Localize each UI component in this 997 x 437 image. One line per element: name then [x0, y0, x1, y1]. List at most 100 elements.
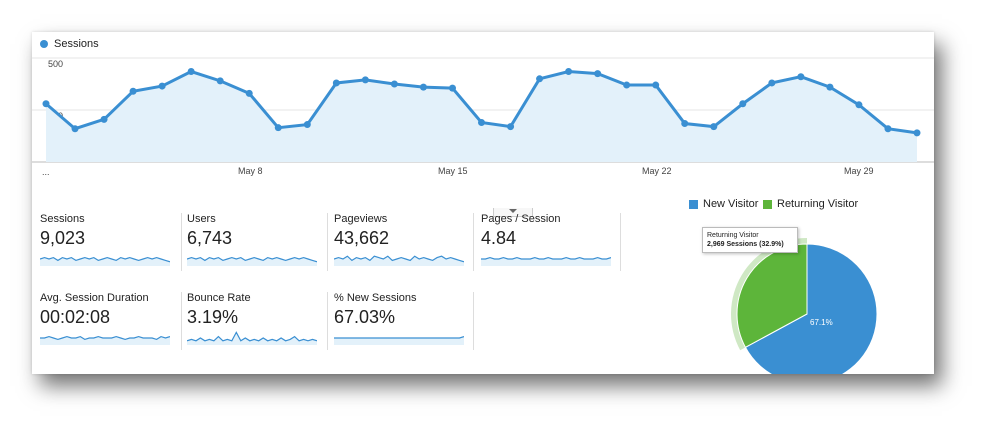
metric-value: 67.03% [334, 307, 396, 327]
bounce-rate-sparkline [186, 331, 318, 345]
sessions-point[interactable] [536, 75, 544, 83]
sessions-point[interactable] [332, 79, 340, 87]
metric-label: Sessions [40, 213, 85, 225]
sparkline-area [40, 336, 170, 345]
pie-legend-new-visitor[interactable]: New Visitor [689, 198, 758, 210]
sessions-point[interactable] [826, 83, 834, 91]
sessions-point[interactable] [913, 129, 921, 137]
metric-value: 00:02:08 [40, 307, 111, 327]
divider [620, 213, 621, 271]
sessions-point[interactable] [216, 77, 224, 85]
new-visitor-swatch [689, 199, 698, 209]
x-tick-may8: May 8 [238, 166, 263, 176]
tooltip-title: Returning Visitor [707, 232, 759, 239]
x-tick-start: ... [42, 167, 50, 177]
metric-label: Pageviews [334, 213, 388, 225]
metric-sessions[interactable]: Sessions 9,023 [39, 213, 180, 271]
metric-value: 6,743 [187, 228, 233, 248]
sessions-point[interactable] [274, 124, 282, 132]
pie-legend-label: New Visitor [703, 198, 759, 210]
visitor-pie-chart[interactable]: 67.1% 32.9% [672, 214, 912, 374]
metric-value: 4.84 [481, 228, 517, 248]
divider [327, 213, 328, 271]
metric-label: Pages / Session [481, 213, 561, 225]
divider [181, 292, 182, 350]
sessions-point[interactable] [390, 80, 398, 88]
metric-new-sessions[interactable]: % New Sessions 67.03% [334, 292, 474, 350]
analytics-card: Sessions 500 250 ... May 8 May 15 May 22… [32, 32, 934, 374]
sessions-point[interactable] [565, 68, 573, 76]
sessions-area [46, 71, 917, 162]
x-tick-may15: May 15 [438, 166, 468, 176]
metric-label: Avg. Session Duration [40, 292, 149, 304]
divider [181, 213, 182, 271]
chart-legend[interactable]: Sessions [40, 38, 99, 50]
sessions-point[interactable] [42, 100, 50, 108]
sparkline-area [187, 257, 317, 266]
sparkline-area [481, 257, 611, 266]
sessions-point[interactable] [245, 89, 253, 97]
sessions-point[interactable] [361, 76, 369, 84]
sparkline-line [481, 256, 612, 260]
pie-legend-returning-visitor[interactable]: Returning Visitor [763, 198, 858, 210]
sessions-point[interactable] [594, 70, 602, 78]
users-sparkline [186, 256, 318, 266]
metric-pages-per-session[interactable]: Pages / Session 4.84 [481, 213, 621, 271]
tooltip-value: 2,969 Sessions (32.9%) [707, 240, 793, 249]
sparkline-line [186, 331, 318, 342]
sessions-point[interactable] [129, 87, 137, 95]
sparkline-line [333, 255, 465, 263]
metric-value: 43,662 [334, 228, 390, 248]
metric-users[interactable]: Users 6,743 [186, 213, 327, 271]
sessions-point[interactable] [739, 100, 747, 108]
metric-avg-session-duration[interactable]: Avg. Session Duration 00:02:08 [40, 292, 180, 350]
metric-bounce-rate[interactable]: Bounce Rate 3.19% [186, 292, 327, 350]
metric-value: 3.19% [187, 307, 239, 327]
chart-range-handle[interactable] [493, 208, 533, 217]
sparkline-line [334, 336, 465, 339]
sessions-point[interactable] [507, 123, 515, 131]
sessions-point[interactable] [478, 118, 485, 126]
sessions-point[interactable] [187, 68, 195, 76]
pie-tooltip: Returning Visitor 2,969 Sessions (32.9%) [702, 227, 798, 253]
sparkline-line [39, 256, 171, 263]
sessions-point[interactable] [448, 84, 456, 92]
sessions-point[interactable] [100, 115, 108, 123]
sessions-point[interactable] [71, 125, 79, 133]
sessions-point[interactable] [303, 121, 311, 129]
sessions-point[interactable] [623, 81, 631, 89]
sessions-point[interactable] [855, 101, 863, 109]
sessions-point[interactable] [797, 73, 805, 81]
sessions-legend-label: Sessions [54, 38, 99, 50]
pie-label-new-visitor: 67.1% [810, 318, 833, 327]
sessions-sparkline [39, 256, 171, 266]
sessions-point[interactable] [710, 123, 718, 131]
metric-pageviews[interactable]: Pageviews 43,662 [333, 213, 474, 271]
sparkline-line [186, 256, 318, 263]
sessions-point[interactable] [419, 83, 427, 91]
sparkline-area [187, 332, 317, 345]
sessions-point[interactable] [884, 125, 892, 133]
returning-visitor-swatch [763, 199, 772, 209]
sessions-point[interactable] [158, 82, 166, 90]
pageviews-sparkline [333, 255, 465, 266]
metric-label: Bounce Rate [187, 292, 251, 304]
divider [327, 292, 328, 350]
divider [473, 292, 474, 350]
sparkline-line [40, 335, 171, 341]
x-tick-may29: May 29 [844, 166, 874, 176]
sessions-point[interactable] [768, 79, 776, 87]
sessions-line-chart[interactable]: 500 250 ... May 8 May 15 May 22 May 29 [32, 32, 934, 182]
sessions-point[interactable] [652, 81, 660, 89]
pie-slice-new-visitor[interactable] [744, 243, 878, 374]
divider [473, 213, 474, 271]
x-tick-may22: May 22 [642, 166, 672, 176]
sparkline-area [334, 336, 464, 345]
sessions-point[interactable] [681, 120, 689, 128]
y-tick-500: 500 [48, 59, 63, 69]
pie-legend-label: Returning Visitor [777, 198, 859, 210]
avg-session-duration-sparkline [40, 335, 171, 345]
metric-label: % New Sessions [334, 292, 417, 304]
metric-value: 9,023 [40, 228, 86, 248]
sessions-legend-dot [40, 40, 48, 48]
